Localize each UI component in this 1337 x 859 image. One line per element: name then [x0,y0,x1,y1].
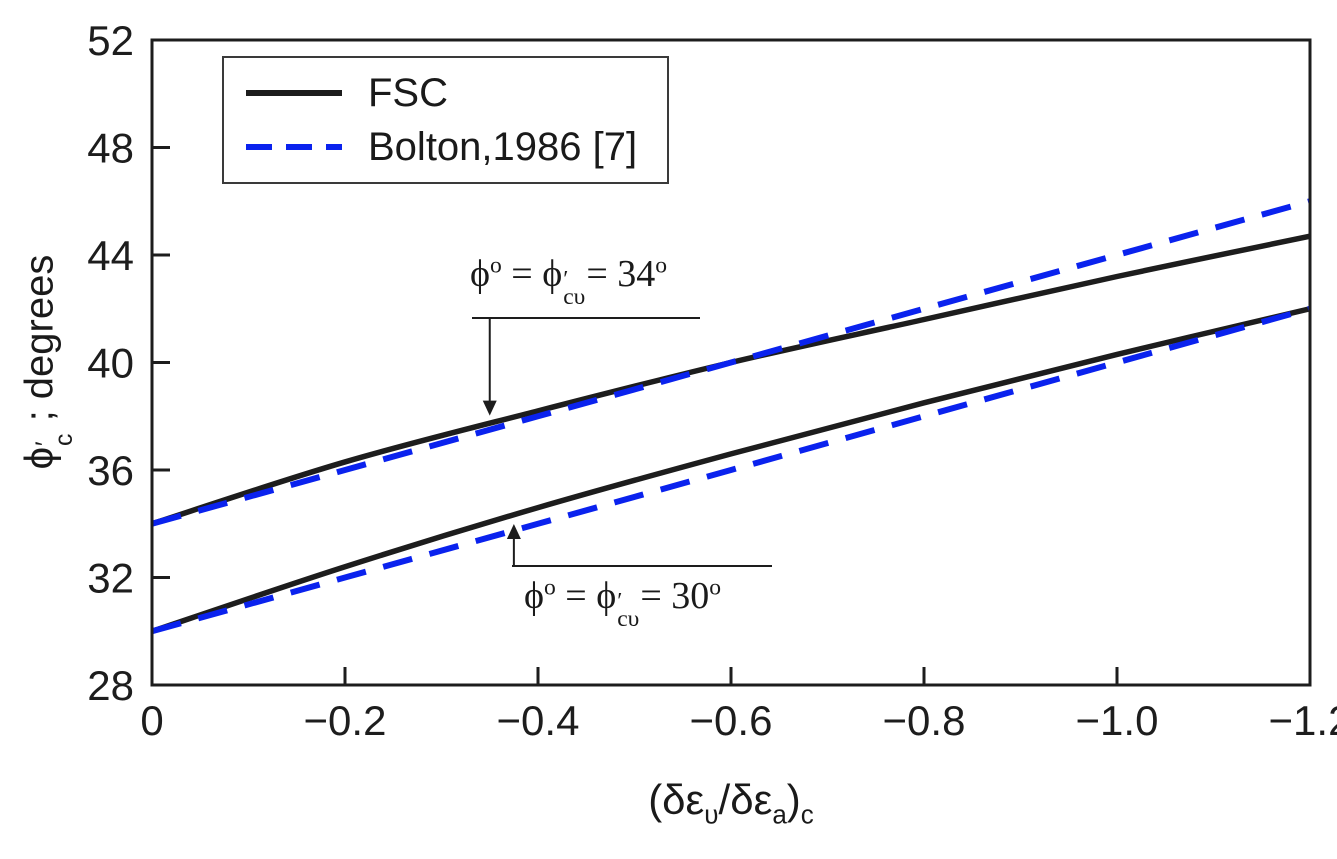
legend-entry-fsc: FSC [244,70,637,116]
x-tick-label: −0.6 [690,697,773,744]
legend-solid-line-icon [246,90,342,96]
series-line-3 [151,305,1311,635]
x-tick-label: −0.4 [497,697,580,744]
legend-label-fsc: FSC [368,71,448,115]
series-line-2 [151,306,1311,634]
x-axis-label: (δευ/δεa)c [648,776,814,830]
y-tick-label: 52 [87,17,134,64]
series-line-1 [151,198,1311,527]
y-axis-label: ϕ ′ c ; degrees [17,254,78,470]
y-tick-label: 40 [87,340,134,387]
legend-dashed-line-icon [246,144,342,150]
arrow-up-icon [506,524,521,540]
legend: FSC Bolton,1986 [7] [222,56,670,184]
annotation-phi-34: ϕo = ϕ ′ cυ = 34o [470,252,668,311]
y-tick-label: 48 [87,125,134,172]
x-tick-label: −0.8 [883,697,966,744]
x-tick-label: 0 [140,697,163,744]
legend-label-bolton: Bolton,1986 [7] [368,125,638,169]
arrow-down-icon [482,400,497,416]
y-tick-label: 32 [87,555,134,602]
y-tick-label: 28 [87,662,134,709]
x-tick-label: −1.0 [1076,697,1159,744]
x-tick-label: −0.2 [304,697,387,744]
y-tick-label: 36 [87,447,134,494]
annotation-phi-30: ϕo = ϕ ′ cυ = 30o [524,574,722,633]
series-line-0 [151,233,1311,527]
legend-entry-bolton: Bolton,1986 [7] [244,124,637,170]
x-tick-label: −1.2 [1269,697,1337,744]
y-tick-label: 44 [87,232,134,279]
